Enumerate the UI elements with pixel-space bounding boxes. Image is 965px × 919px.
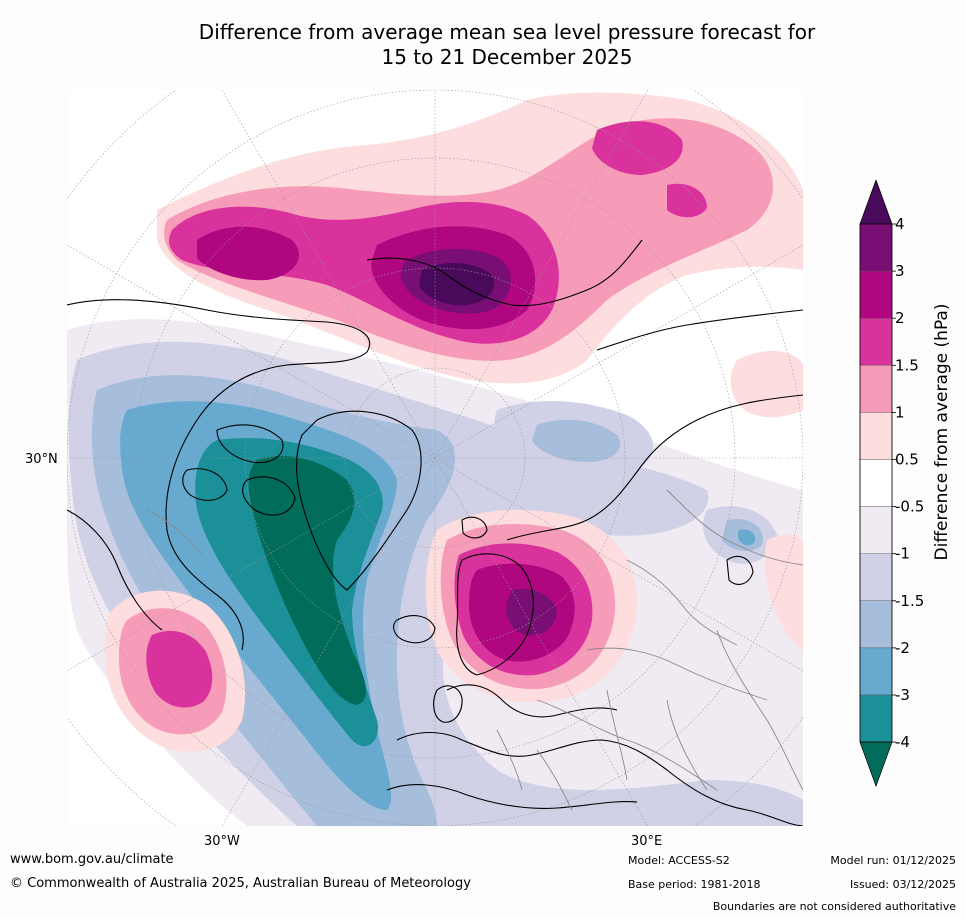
colorbar-band: [859, 317, 893, 366]
footer-base-period: Base period: 1981-2018: [628, 878, 761, 891]
colorbar-band: [859, 553, 893, 602]
footer-model-run: Model run: 01/12/2025: [830, 854, 956, 867]
colorbar-band: [859, 647, 893, 696]
title-line-2: 15 to 21 December 2025: [381, 45, 633, 69]
colorbar-legend: 4 3 2 1.5 1 0.5 -0.5 -1 -1.5 -2 -3 -4 Difference fr…: [859, 180, 952, 788]
colorbar-tick-label: -0.5: [895, 498, 924, 516]
colorbar-band: [859, 459, 893, 507]
footer-disclaimer: Boundaries are not considered authoritat…: [712, 900, 956, 913]
colorbar-extend-max: [859, 180, 893, 225]
colorbar-tick-label: -2: [895, 639, 910, 657]
lon-label-30w: 30°W: [204, 834, 240, 849]
colorbar-band: [859, 694, 893, 743]
colorbar-extend-min: [859, 741, 893, 788]
anomaly-map: [67, 90, 803, 826]
footer-url[interactable]: www.bom.gov.au/climate: [10, 852, 174, 867]
footer-model: Model: ACCESS-S2: [628, 854, 730, 867]
colorbar-band: [859, 365, 893, 413]
lat-label-30n: 30°N: [25, 452, 58, 467]
colorbar-band: [859, 506, 893, 554]
graticule: [67, 90, 803, 826]
colorbar-tick-label: 0.5: [895, 451, 919, 469]
colorbar-ticks: 4 3 2 1.5 1 0.5 -0.5 -1 -1.5 -2 -3 -4: [892, 215, 924, 751]
high-anomaly-pacific: [157, 92, 803, 384]
colorbar-tick-label: -1.5: [895, 592, 924, 610]
colorbar-band: [859, 223, 893, 272]
country-borders: [146, 489, 803, 811]
colorbar-tick-label: 2: [895, 309, 905, 327]
colorbar-tick-label: 1.5: [895, 356, 919, 374]
coastlines: [67, 239, 803, 826]
footer-issued: Issued: 03/12/2025: [849, 878, 956, 891]
colorbar-band: [859, 270, 893, 319]
colorbar-tick-label: 3: [895, 262, 905, 280]
colorbar-band: [859, 600, 893, 649]
colorbar-tick-label: -3: [895, 686, 910, 704]
high-anomaly-scandinavia: [425, 510, 637, 703]
title-line-1: Difference from average mean sea level p…: [198, 20, 816, 44]
colorbar-band: [859, 412, 893, 460]
chart-title: Difference from average mean sea level p…: [0, 20, 965, 70]
colorbar-tick-label: -4: [895, 733, 910, 751]
colorbar-tick-label: 1: [895, 403, 905, 421]
footer-copyright: © Commonwealth of Australia 2025, Austra…: [10, 876, 471, 891]
colorbar-title: Difference from average (hPa): [932, 304, 952, 561]
colorbar-tick-label: 4: [895, 215, 905, 233]
high-anomaly-atlantic: [104, 590, 246, 752]
colorbar-bands: [859, 180, 893, 788]
colorbar-outline: [859, 223, 893, 743]
lon-label-30e: 30°E: [631, 834, 663, 849]
colorbar-tick-label: -1: [895, 545, 910, 563]
